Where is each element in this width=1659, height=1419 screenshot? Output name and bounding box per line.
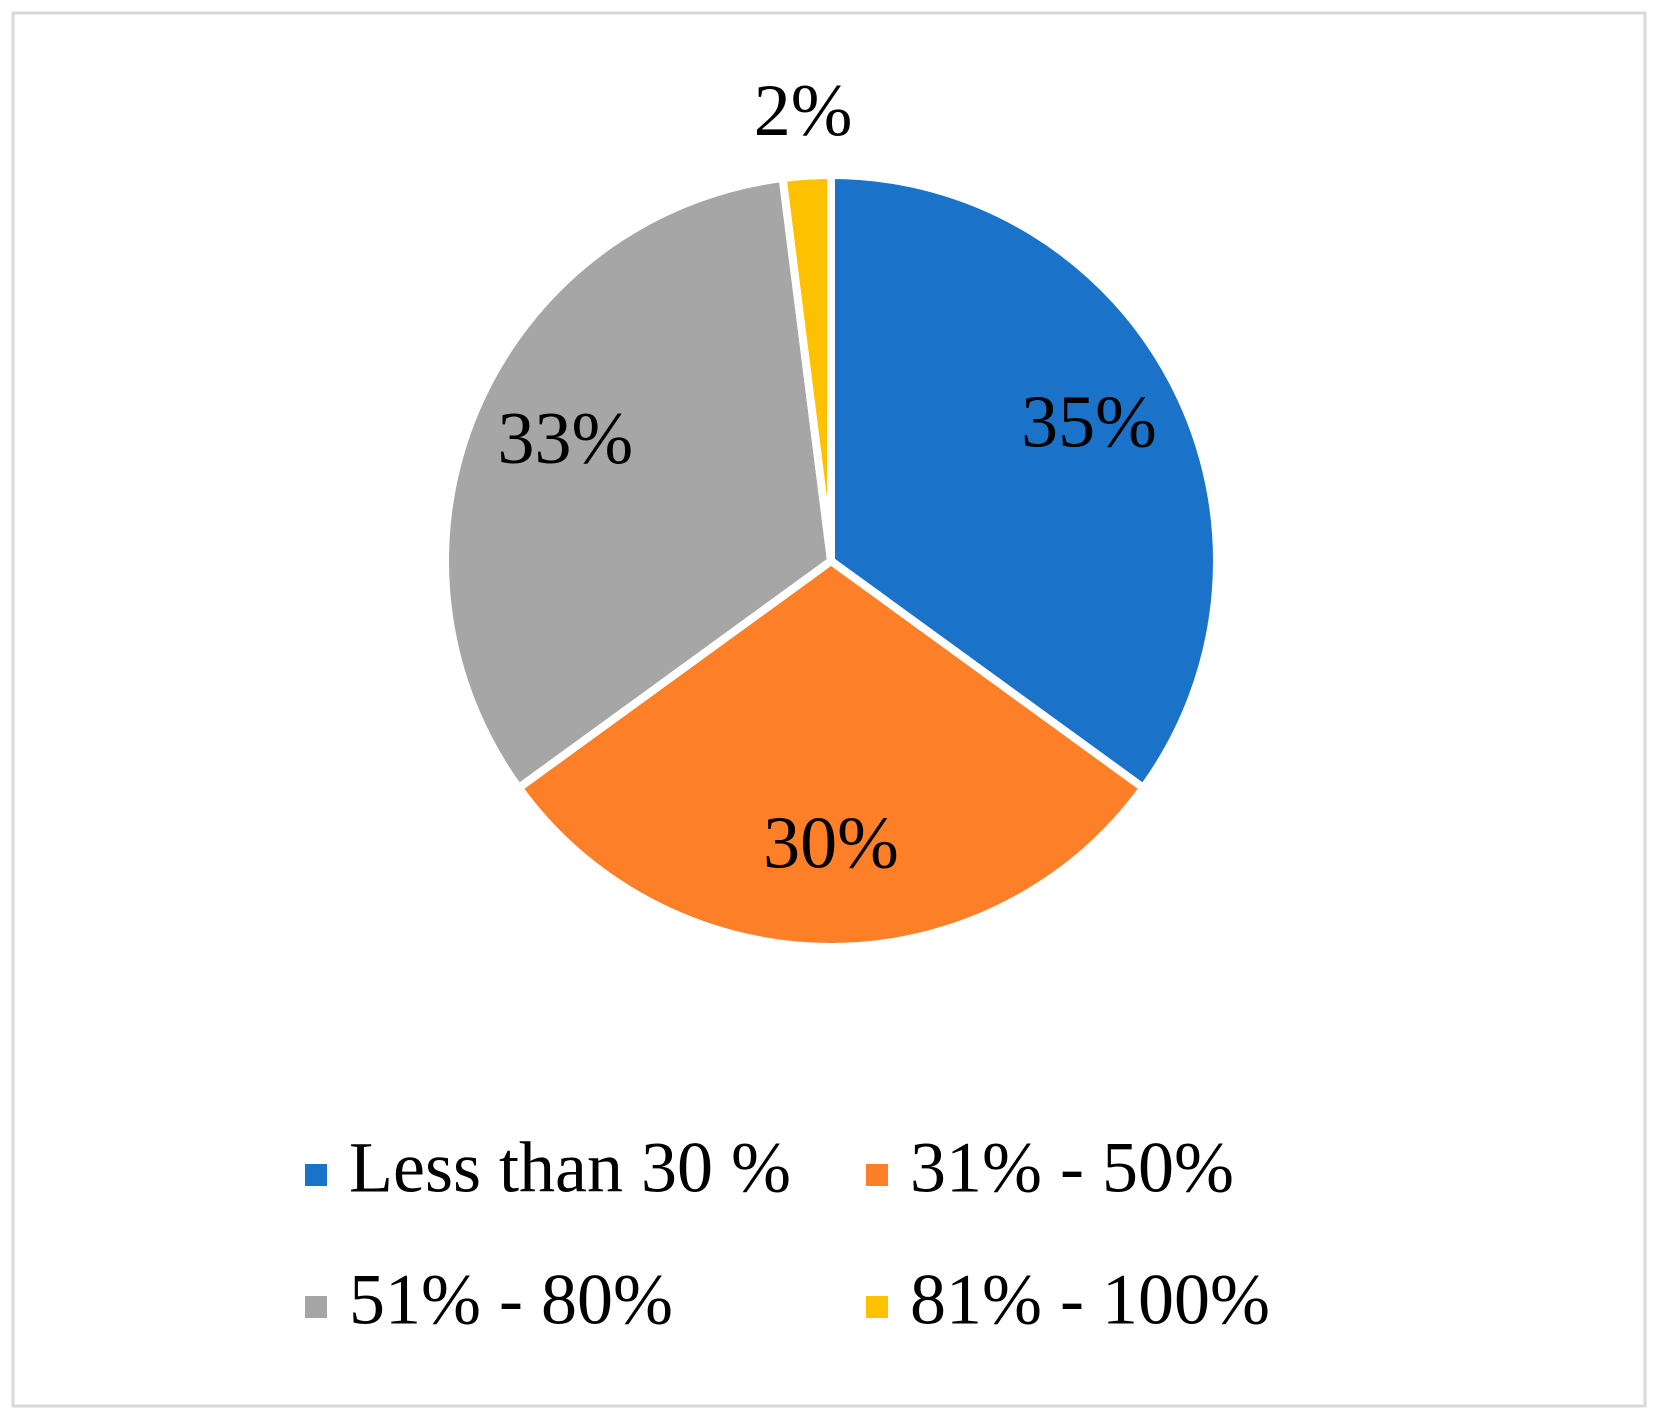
pie-slice bbox=[514, 557, 1148, 951]
legend-swatch bbox=[305, 1296, 327, 1318]
legend-label: Less than 30 % bbox=[349, 1128, 791, 1208]
legend-label: 51% - 80% bbox=[349, 1260, 673, 1340]
pie-slice bbox=[778, 171, 835, 565]
data-label: 35% bbox=[1021, 382, 1157, 464]
legend-swatch bbox=[305, 1164, 327, 1186]
legend-swatch bbox=[866, 1164, 888, 1186]
legend-label: 81% - 100% bbox=[910, 1260, 1270, 1340]
data-label: 33% bbox=[497, 398, 633, 480]
data-label: 30% bbox=[763, 802, 899, 884]
legend-label: 31% - 50% bbox=[910, 1128, 1234, 1208]
pie-slice bbox=[441, 174, 835, 792]
legend-swatch bbox=[866, 1296, 888, 1318]
data-label: 2% bbox=[754, 70, 853, 152]
pie-slice bbox=[827, 171, 1221, 792]
